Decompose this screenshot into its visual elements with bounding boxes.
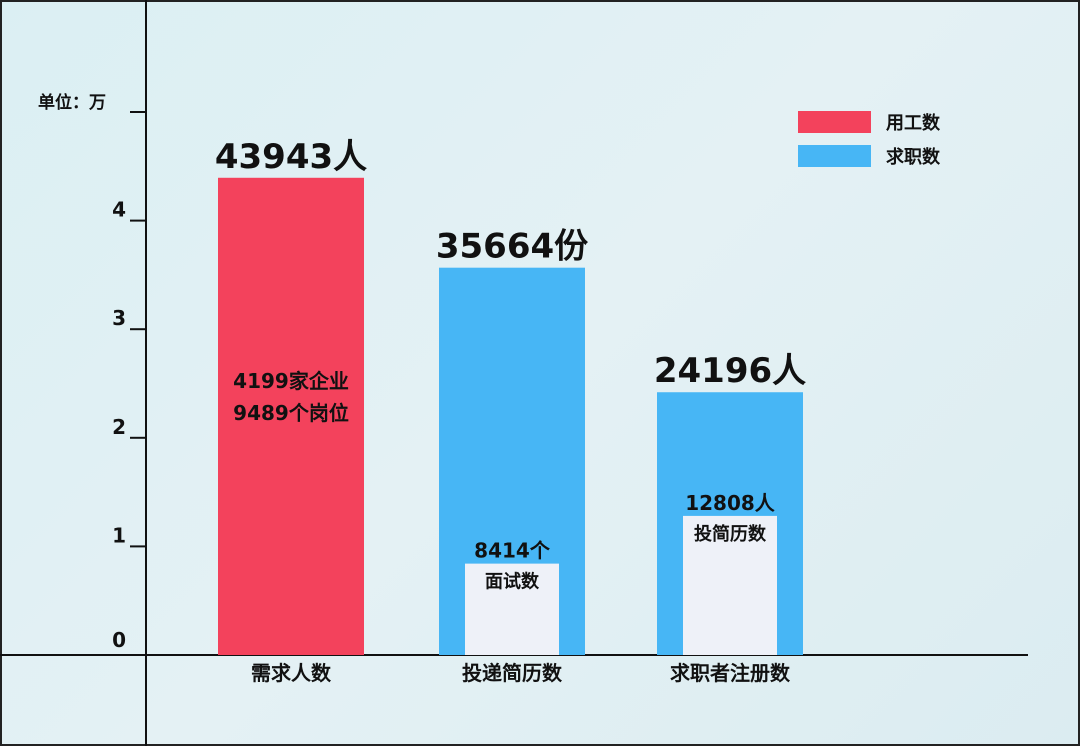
category-label: 投递简历数 [462,661,563,685]
bar-inner-text: 9489个岗位 [233,401,349,425]
y-ticks: 0 1 2 3 4 [112,111,146,652]
legend-label: 求职数 [886,146,941,168]
bar-1 [218,177,364,655]
legend-label: 用工数 [886,112,941,134]
sub-bar-3 [683,515,777,655]
y-tick-label: 3 [112,306,126,330]
bar-value-label: 24196人 [654,351,806,391]
category-label: 求职者注册数 [670,661,791,685]
sub-bar-caption: 面试数 [485,571,540,593]
legend-swatch [798,111,871,133]
sub-bar-caption: 投简历数 [694,523,767,545]
y-tick-label: 2 [112,415,126,439]
sub-bar-2 [465,563,559,655]
unit-label: 单位：万 [38,92,106,113]
y-tick-label: 0 [112,628,126,652]
sub-bar-value-label: 8414个 [474,539,551,563]
bar-value-label: 35664份 [436,227,588,267]
category-label: 需求人数 [251,661,332,685]
bar-value-label: 43943人 [215,137,367,177]
legend-swatch [798,145,871,167]
bar-inner-text: 4199家企业 [233,369,349,393]
sub-bar-value-label: 12808人 [685,491,776,515]
y-tick-label: 1 [112,523,126,547]
y-tick-label: 4 [112,198,126,222]
